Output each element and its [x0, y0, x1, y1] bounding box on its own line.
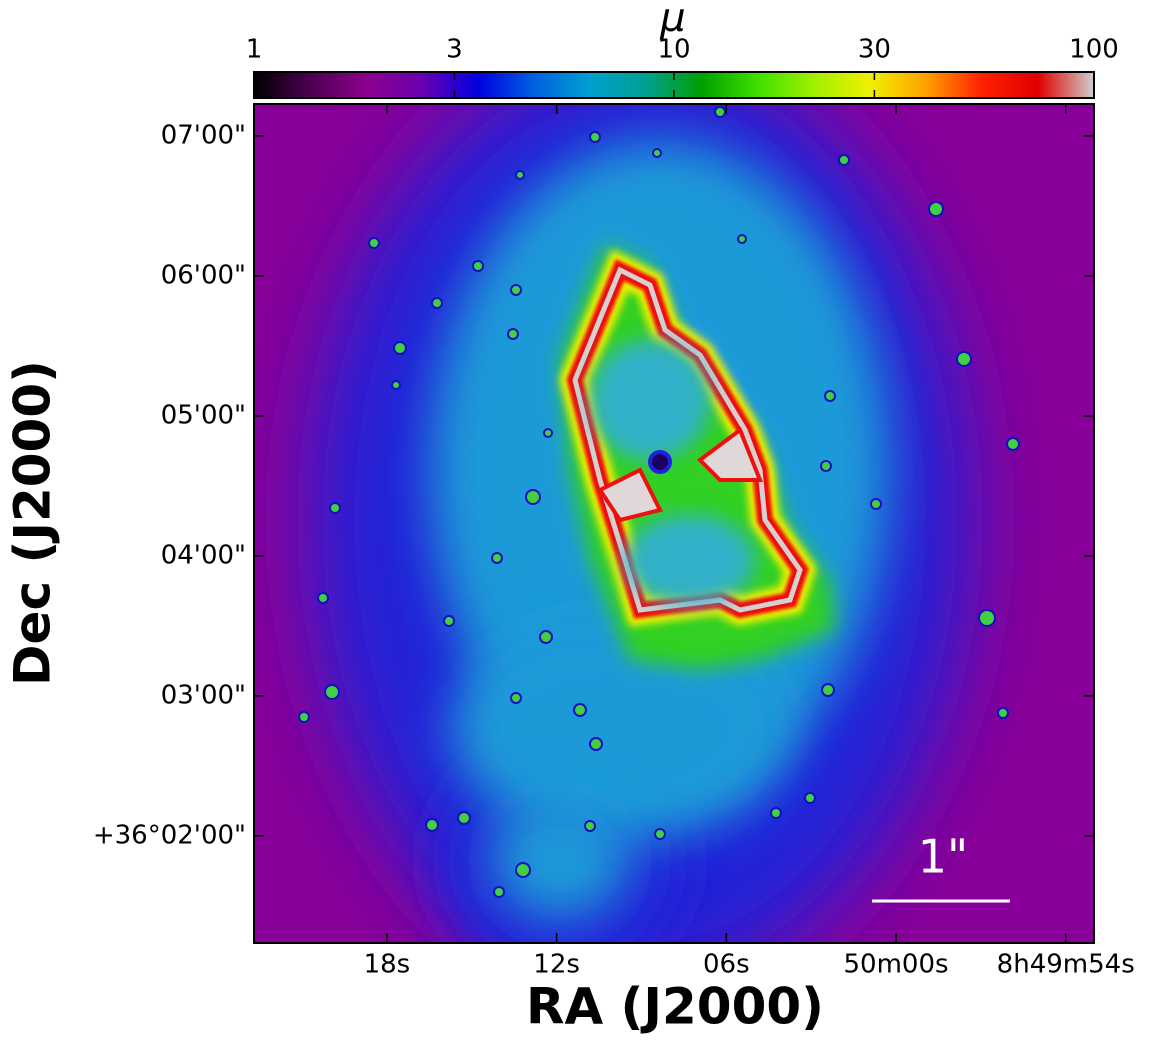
y-tick-label: 07'00" — [161, 120, 246, 150]
plot-frame — [253, 103, 1095, 944]
y-tick-label: +36°02'00" — [93, 820, 246, 850]
colorbar-tick-label: 1 — [246, 35, 263, 65]
y-tick-label: 05'00" — [161, 400, 246, 430]
x-tick-label: 12s — [533, 950, 580, 980]
y-tick-label: 04'00" — [161, 540, 246, 570]
colorbar-tick-label: 3 — [446, 35, 463, 65]
x-axis-label: RA (J2000) — [526, 978, 824, 1036]
y-tick-label: 06'00" — [161, 260, 246, 290]
y-axis-label: Dec (J2000) — [4, 360, 62, 686]
colorbar-label: μ — [659, 0, 685, 41]
x-tick-label: 06s — [703, 950, 750, 980]
x-tick-label: 50m00s — [843, 950, 948, 980]
colorbar-tick-label: 10 — [657, 35, 690, 65]
x-tick-label: 8h49m54s — [997, 950, 1135, 980]
scale-bar-label: 1" — [918, 830, 968, 884]
x-tick-label: 18s — [364, 950, 411, 980]
colorbar-tick-label: 100 — [1069, 35, 1119, 65]
colorbar-tick-label: 30 — [858, 35, 891, 65]
y-tick-label: 03'00" — [161, 680, 246, 710]
magnification-map: 1" — [254, 104, 1094, 943]
